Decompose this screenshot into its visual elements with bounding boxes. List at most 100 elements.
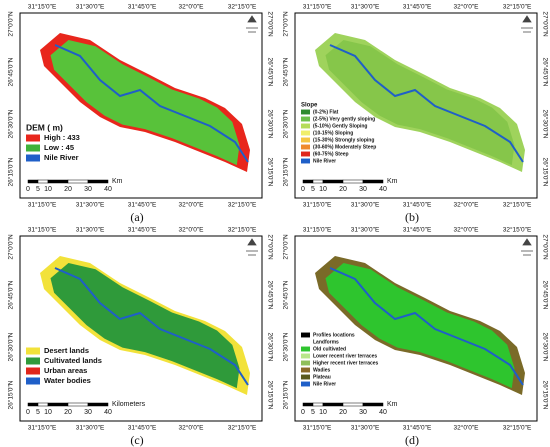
legend-label: (0-2%) Flat — [313, 109, 339, 115]
scale-bar-segment — [87, 402, 109, 407]
scale-label: 30 — [84, 409, 92, 416]
right-tick-label: 26°45'0"N — [541, 281, 549, 310]
bottom-tick-label: 31°15'0"E — [303, 201, 332, 209]
scale-label: 30 — [84, 186, 92, 193]
scale-bar-segment — [37, 402, 49, 407]
right-tick-label: 26°30'0"N — [541, 333, 549, 362]
nile-river — [329, 44, 524, 163]
top-tick-label: 32°0'0"E — [454, 226, 480, 234]
right-tick-label: 26°15'0"N — [541, 158, 549, 187]
legend-label: (10-15%) Sloping — [313, 130, 353, 136]
legend-swatch — [301, 109, 310, 115]
legend-swatch — [301, 353, 310, 359]
scale-label: 30 — [359, 186, 367, 193]
bottom-tick-label: 31°15'0"E — [303, 424, 332, 432]
legend-swatch — [301, 381, 310, 387]
bottom-tick-label: 32°0'0"E — [179, 201, 205, 209]
scale-label: 10 — [44, 186, 52, 193]
region-inner — [50, 263, 240, 389]
bottom-tick-label: 31°45'0"E — [128, 201, 157, 209]
north-arrow — [521, 238, 533, 256]
scale-bar-segment — [342, 402, 364, 407]
legend-label: Water bodies — [44, 376, 91, 385]
scale-bar-segment — [302, 179, 314, 184]
bottom-tick-label: 31°30'0"E — [76, 424, 105, 432]
right-tick-label: 26°30'0"N — [266, 333, 274, 362]
legend-label: Desert lands — [44, 346, 89, 355]
legend-label: Nile River — [313, 158, 336, 164]
scale-label: 20 — [339, 186, 347, 193]
top-tick-label: 31°45'0"E — [403, 3, 432, 11]
scale-label: 40 — [379, 409, 387, 416]
legend-swatch — [26, 144, 40, 152]
north-arrow — [246, 238, 258, 256]
scale-label: 5 — [36, 186, 40, 193]
region-inner — [50, 40, 240, 166]
legend-swatch — [301, 332, 310, 338]
top-tick-label: 31°45'0"E — [128, 226, 157, 234]
scale-label: 5 — [311, 186, 315, 193]
left-tick-label: 26°15'0"N — [7, 157, 15, 186]
scale-label: 20 — [64, 409, 72, 416]
scale-label: 20 — [64, 186, 72, 193]
scale-unit: Km — [387, 178, 398, 185]
scale-label: 0 — [26, 186, 30, 193]
scale-bar-segment — [312, 402, 324, 407]
bottom-tick-label: 31°45'0"E — [128, 424, 157, 432]
bottom-tick-label: 32°0'0"E — [454, 424, 480, 432]
scale-bar-segment — [312, 179, 324, 184]
bottom-tick-label: 32°0'0"E — [454, 201, 480, 209]
scale-label: 0 — [26, 409, 30, 416]
bottom-tick-label: 31°45'0"E — [403, 424, 432, 432]
scale-bar-segment — [302, 402, 314, 407]
top-tick-label: 32°15'0"E — [228, 3, 257, 11]
legend-swatch — [301, 123, 310, 129]
legend-swatch — [26, 154, 40, 162]
bottom-tick-label: 31°15'0"E — [28, 424, 57, 432]
top-tick-label: 31°30'0"E — [76, 226, 105, 234]
legend-swatch — [301, 374, 310, 380]
top-tick-label: 32°15'0"E — [503, 226, 532, 234]
scale-unit: Km — [387, 401, 398, 408]
right-tick-label: 26°15'0"N — [541, 381, 549, 410]
top-tick-label: 31°30'0"E — [351, 226, 380, 234]
right-tick-label: 26°45'0"N — [541, 58, 549, 87]
right-tick-label: 27°0'0"N — [541, 11, 549, 37]
legend-title: Slope — [301, 103, 318, 109]
panel-label: (b) — [405, 210, 419, 224]
nile-river — [329, 267, 524, 386]
right-tick-label: 26°45'0"N — [266, 281, 274, 310]
scale-label: 20 — [339, 409, 347, 416]
panel-label: (d) — [405, 433, 419, 447]
scale-bar-segment — [362, 402, 384, 407]
region-inner — [325, 263, 515, 389]
top-tick-label: 32°15'0"E — [228, 226, 257, 234]
legend-label: Urban areas — [44, 366, 87, 375]
legend-swatch — [26, 377, 40, 385]
right-tick-label: 26°30'0"N — [266, 110, 274, 139]
scale-bar-segment — [322, 402, 344, 407]
scale-unit: Km — [112, 178, 123, 185]
left-tick-label: 27°0'0"N — [282, 234, 290, 260]
legend-swatch — [26, 134, 40, 142]
left-tick-label: 26°30'0"N — [7, 332, 15, 361]
scale-label: 40 — [104, 186, 112, 193]
scale-label: 0 — [301, 409, 305, 416]
bottom-tick-label: 32°15'0"E — [228, 201, 257, 209]
bottom-tick-label: 32°15'0"E — [228, 424, 257, 432]
bottom-tick-label: 31°30'0"E — [76, 201, 105, 209]
legend-label: (30-60%) Moderately Steep — [313, 144, 376, 150]
left-tick-label: 26°45'0"N — [282, 280, 290, 309]
north-arrow — [246, 15, 258, 33]
legend-swatch — [26, 367, 40, 375]
legend-swatch — [26, 347, 40, 355]
top-tick-label: 32°0'0"E — [179, 226, 205, 234]
scale-bar-segment — [37, 179, 49, 184]
scale-label: 5 — [36, 409, 40, 416]
scale-bar-segment — [67, 179, 89, 184]
right-tick-label: 27°0'0"N — [266, 11, 274, 37]
legend-label: Old cultivated — [313, 346, 346, 352]
panel-label: (c) — [130, 433, 143, 447]
left-tick-label: 26°15'0"N — [7, 380, 15, 409]
